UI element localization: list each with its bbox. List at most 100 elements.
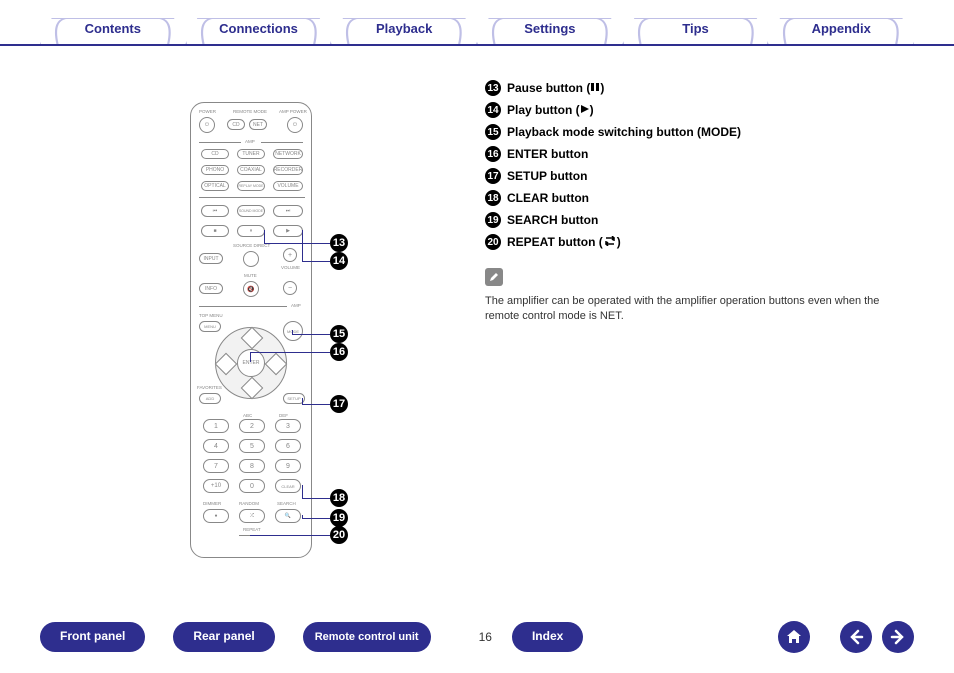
vol-up-button: + xyxy=(283,248,297,262)
callout-line xyxy=(302,515,303,518)
callout-line xyxy=(302,518,330,519)
num-3: 3 xyxy=(275,419,301,433)
num-8: 8 xyxy=(239,459,265,473)
stop-button: ■ xyxy=(201,225,229,237)
callout-line xyxy=(302,485,303,498)
description-text: SEARCH button xyxy=(507,213,598,227)
remote-control-unit-button[interactable]: Remote control unit xyxy=(303,622,431,652)
sound-mode-button: SOUND MODE xyxy=(237,205,265,217)
source-direct-label: SOURCE DIRECT xyxy=(233,243,270,248)
next-button: ⏭ xyxy=(273,205,303,217)
remote-mode-label: REMOTE MODE xyxy=(233,109,267,114)
amp-coaxial: COAXIAL xyxy=(237,165,265,175)
description-number: 14 xyxy=(485,102,501,118)
top-menu-button: MENU xyxy=(199,321,221,332)
random-button: ⤮ xyxy=(239,509,265,523)
prev-button: ⏮ xyxy=(201,205,229,217)
description-row: 16ENTER button xyxy=(485,146,741,162)
description-text: Playback mode switching button (MODE) xyxy=(507,125,741,139)
description-text: ENTER button xyxy=(507,147,588,161)
tab-settings[interactable]: Settings xyxy=(477,18,623,44)
index-button[interactable]: Index xyxy=(512,622,583,652)
amp-phono: PHONO xyxy=(201,165,229,175)
tab-label: Playback xyxy=(376,21,432,36)
dimmer-label: DIMMER xyxy=(203,501,221,506)
num-6: 6 xyxy=(275,439,301,453)
tab-appendix[interactable]: Appendix xyxy=(768,18,914,44)
description-row: 20REPEAT button () xyxy=(485,234,741,250)
callout-line xyxy=(302,398,303,404)
bottom-nav: Front panel Rear panel Remote control un… xyxy=(0,621,954,653)
page-number: 16 xyxy=(479,630,492,644)
remote-body: POWER REMOTE MODE AMP POWER ⏻ CD NET ⏻ A… xyxy=(190,102,312,558)
callout-line xyxy=(264,243,330,244)
favorites-add-button: ADD xyxy=(199,393,221,404)
power-button: ⏻ xyxy=(199,117,215,133)
rear-panel-button[interactable]: Rear panel xyxy=(173,622,274,652)
dpad-down xyxy=(241,377,264,400)
dpad-left xyxy=(215,353,238,376)
next-page-button[interactable] xyxy=(882,621,914,653)
front-panel-button[interactable]: Front panel xyxy=(40,622,145,652)
arrow-right-icon xyxy=(890,629,906,645)
description-text: SETUP button xyxy=(507,169,587,183)
mode-button: MODE xyxy=(283,321,303,341)
search-label: SEARCH xyxy=(277,501,296,506)
dpad-right xyxy=(265,353,288,376)
description-number: 15 xyxy=(485,124,501,140)
callout-line xyxy=(250,535,330,536)
pause-button: ⏸ xyxy=(237,225,265,237)
num-9: 9 xyxy=(275,459,301,473)
favorites-label: FAVORITES xyxy=(197,385,222,390)
callout-line xyxy=(292,330,293,334)
source-direct-button xyxy=(243,251,259,267)
description-row: 17SETUP button xyxy=(485,168,741,184)
description-row: 13Pause button () xyxy=(485,80,741,96)
remote-illustration: POWER REMOTE MODE AMP POWER ⏻ CD NET ⏻ A… xyxy=(190,102,340,558)
dpad-up xyxy=(241,327,264,350)
pencil-icon xyxy=(485,268,503,286)
tab-connections[interactable]: Connections xyxy=(186,18,332,44)
tab-label: Settings xyxy=(524,21,575,36)
description-row: 14 Play button () xyxy=(485,102,741,118)
description-row: 15 Playback mode switching button (MODE) xyxy=(485,124,741,140)
amp-volume: VOLUME xyxy=(273,181,303,191)
callout-number: 18 xyxy=(330,489,348,507)
input-button: INPUT xyxy=(199,253,223,264)
amp-power-label: AMP POWER xyxy=(279,109,307,114)
description-text: Play button () xyxy=(507,103,594,118)
info-button: INFO xyxy=(199,283,223,294)
tab-contents[interactable]: Contents xyxy=(40,18,186,44)
num-2: 2 xyxy=(239,419,265,433)
enter-button: ENTER xyxy=(237,349,265,377)
amp-recorder: RECORDER xyxy=(273,165,303,175)
callout-line xyxy=(264,230,265,243)
tab-label: Contents xyxy=(85,21,141,36)
callout-line xyxy=(250,352,330,353)
callout-number: 16 xyxy=(330,343,348,361)
prev-page-button[interactable] xyxy=(840,621,872,653)
tab-playback[interactable]: Playback xyxy=(331,18,477,44)
callout-line xyxy=(302,498,330,499)
top-tabs: Contents Connections Playback Settings T… xyxy=(0,0,954,46)
tab-tips[interactable]: Tips xyxy=(623,18,769,44)
amp-cd: CD xyxy=(201,149,229,159)
mute-label: MUTE xyxy=(244,273,257,278)
description-text: Pause button () xyxy=(507,81,604,96)
description-row: 19 SEARCH button xyxy=(485,212,741,228)
amp-network: NETWORK xyxy=(273,149,303,159)
callout-number: 19 xyxy=(330,509,348,527)
callout-line xyxy=(302,404,330,405)
play-button: ▶ xyxy=(273,225,303,237)
num-4: 4 xyxy=(203,439,229,453)
description-number: 19 xyxy=(485,212,501,228)
amp-label-2: AMP xyxy=(291,303,301,308)
num-5: 5 xyxy=(239,439,265,453)
dimmer-button: ● xyxy=(203,509,229,523)
home-button[interactable] xyxy=(778,621,810,653)
amp-label: AMP xyxy=(245,139,255,144)
arrow-left-icon xyxy=(848,629,864,645)
num-7: 7 xyxy=(203,459,229,473)
description-number: 20 xyxy=(485,234,501,250)
amp-tuner: TUNER xyxy=(237,149,265,159)
